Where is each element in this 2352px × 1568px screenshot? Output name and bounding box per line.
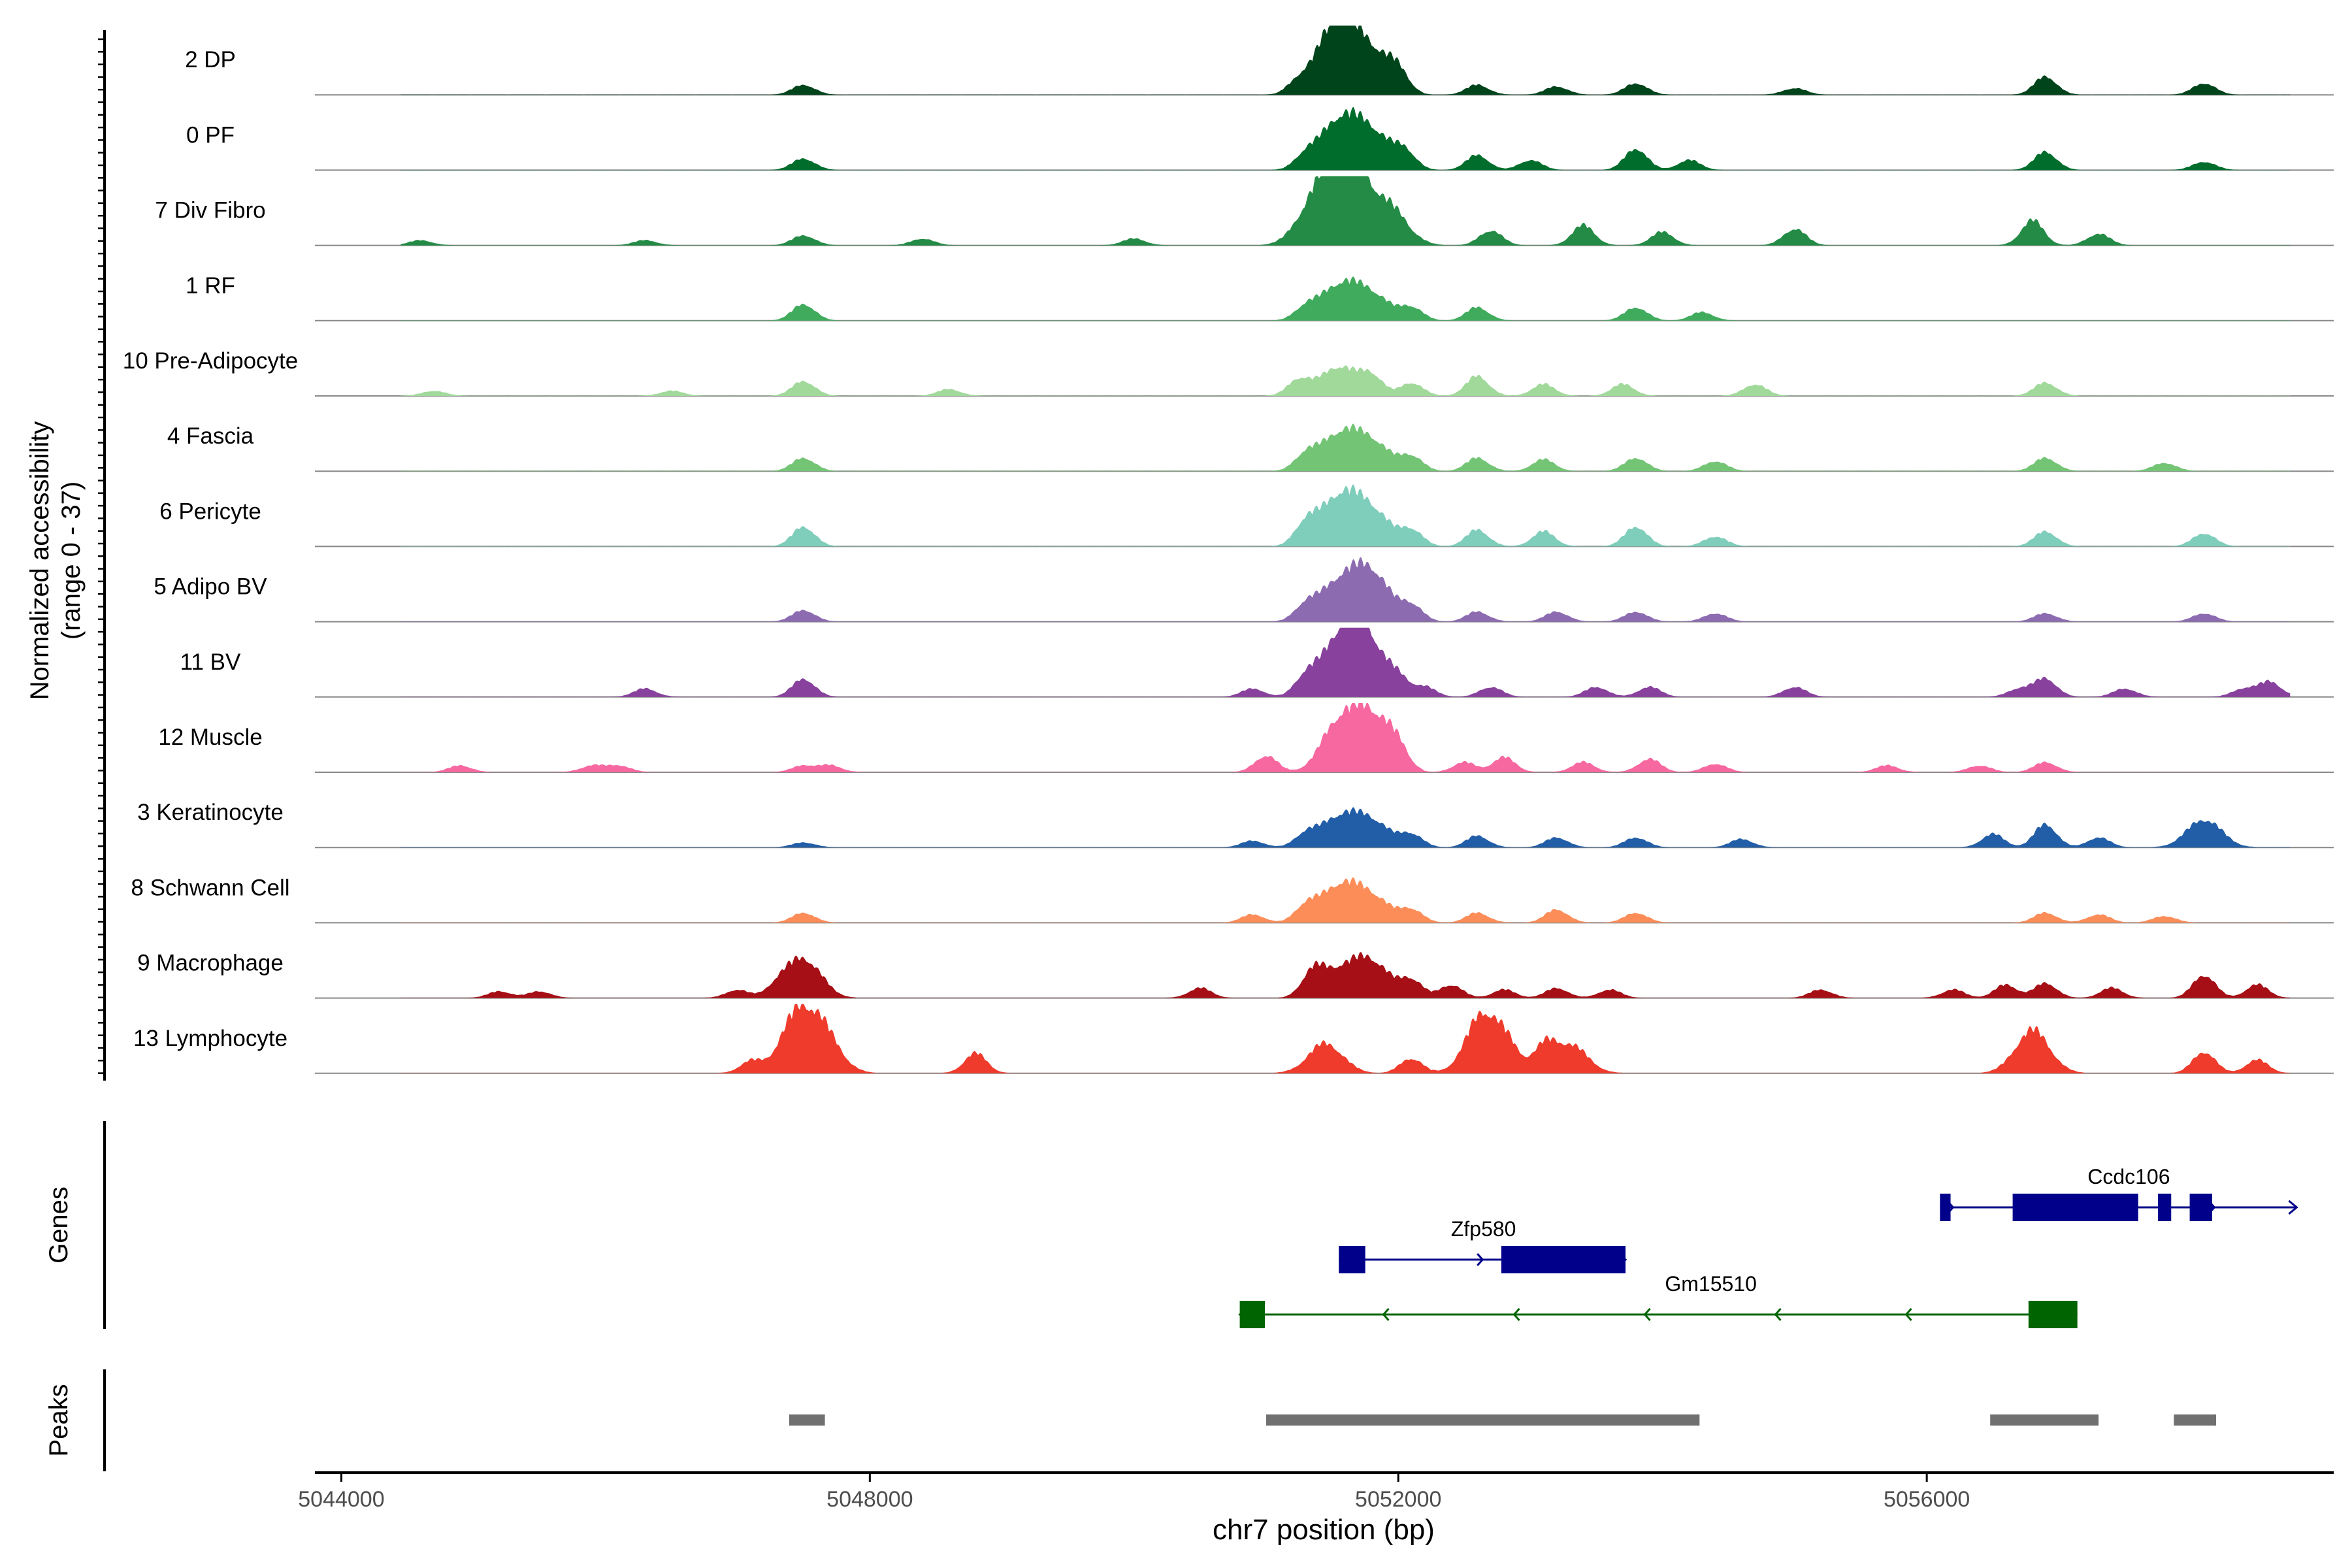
gene-label: Ccdc106: [2087, 1165, 2170, 1188]
coverage-tracks: 2 DP 0 PF 7 Div Fibro 1 RF 10 Pre-Adipocyte 4…: [123, 25, 2334, 1074]
track-label: 4 Fascia: [167, 423, 254, 449]
track-area-13: [400, 1004, 2291, 1073]
peaks-track: [789, 1414, 2217, 1426]
track-label: 11 BV: [180, 649, 241, 675]
gene-label: Gm15510: [1665, 1272, 1757, 1296]
track-area-0: [400, 25, 2291, 95]
gene-strand-arrow: [1382, 1308, 1390, 1321]
track-label: 6 Pericyte: [159, 498, 261, 524]
track-area-12: [400, 952, 2291, 998]
track-area-11: [400, 877, 2291, 923]
y-axis-coverage: [98, 30, 106, 1081]
gene-strand-arrow: [1947, 1201, 1955, 1214]
gene-label: Zfp580: [1451, 1217, 1516, 1241]
gene-strand-arrow: [2078, 1201, 2085, 1214]
gene-strand-arrow: [2035, 1308, 2043, 1321]
gene-strand-arrow: [1904, 1308, 1912, 1321]
gene-end-arrow: [1238, 1307, 1249, 1322]
track-label: 2 DP: [185, 47, 236, 73]
x-axis-label: chr7 position (bp): [1213, 1514, 1435, 1546]
gene-strand-arrow: [1643, 1308, 1651, 1321]
track-area-4: [400, 365, 2291, 396]
gene-exon: [1940, 1194, 1951, 1221]
genes-track: Ccdc106 Zfp580 Gm15510: [1238, 1165, 2298, 1328]
track-label: 3 Keratinocyte: [137, 800, 284, 825]
track-label: 9 Macrophage: [137, 951, 284, 976]
gene-strand-arrow: [1512, 1308, 1520, 1321]
track-area-1: [400, 106, 2291, 171]
track-label: 0 PF: [186, 122, 235, 148]
track-label: 7 Div Fibro: [155, 198, 265, 223]
x-tick-label: 5048000: [826, 1487, 913, 1512]
track-area-6: [400, 484, 2291, 547]
gene-strand-arrow: [1346, 1253, 1354, 1266]
gene-end-arrow: [1617, 1252, 1627, 1267]
track-area-2: [400, 176, 2291, 246]
gene-end-arrow: [2288, 1200, 2298, 1215]
track-area-3: [400, 276, 2291, 321]
track-area-5: [400, 423, 2291, 472]
track-label: 5 Adipo BV: [154, 574, 267, 600]
track-label: 12 Muscle: [158, 725, 263, 750]
gene-strand-arrow: [1477, 1253, 1484, 1266]
gene-strand-arrow: [1774, 1308, 1782, 1321]
x-tick-label: 5052000: [1355, 1487, 1441, 1512]
track-label: 1 RF: [186, 273, 235, 299]
peak-region: [2174, 1414, 2217, 1426]
x-tick-label: 5044000: [298, 1487, 384, 1512]
peak-region: [1990, 1414, 2099, 1426]
peak-region: [789, 1414, 825, 1426]
track-area-9: [400, 703, 2291, 772]
track-area-10: [400, 807, 2291, 848]
track-area-8: [400, 627, 2291, 697]
gene-exon: [2189, 1194, 2212, 1221]
x-tick-label: 5056000: [1884, 1487, 1970, 1512]
x-axis: 5044000 5048000 5052000 5056000: [298, 1473, 1970, 1512]
track-label: 10 Pre-Adipocyte: [123, 348, 298, 374]
gene-exon: [1501, 1246, 1626, 1273]
y-axis-label: Normalized accessibility: [25, 421, 54, 700]
gene-strand-arrow: [1251, 1308, 1259, 1321]
gene-exon: [2158, 1194, 2172, 1221]
gene-strand-arrow: [2208, 1201, 2216, 1214]
genes-panel-label: Genes: [44, 1186, 73, 1264]
track-label: 8 Schwann Cell: [131, 875, 289, 900]
peaks-panel-label: Peaks: [44, 1384, 73, 1456]
track-label: 13 Lymphocyte: [133, 1026, 287, 1051]
track-area-7: [400, 557, 2291, 622]
gene-strand-arrow: [1607, 1253, 1615, 1266]
gene-exon: [2012, 1194, 2138, 1221]
y-axis-label-range: (range 0 - 37): [57, 482, 86, 640]
peak-region: [1266, 1414, 1700, 1426]
